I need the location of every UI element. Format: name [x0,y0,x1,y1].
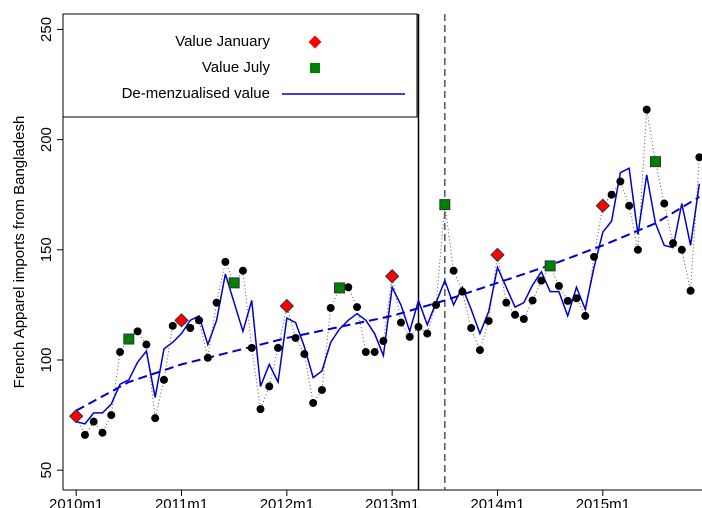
january-marker [595,198,611,213]
observed-point [80,430,89,439]
legend-marker [310,63,320,73]
observed-point [642,105,651,114]
series-line [75,167,701,425]
observed-point [677,245,686,254]
y-tick-label: 200 [38,127,55,152]
july-marker [228,277,240,289]
observed-point [89,417,98,426]
observed-point [151,414,160,423]
july-marker [544,260,556,272]
observed-point [695,153,702,162]
x-tick-label: 2014m1 [470,496,524,508]
x-tick-label: 2011m1 [155,496,208,508]
observed-point [554,281,563,290]
y-tick-label: 100 [38,347,55,372]
observed-point [607,190,616,199]
y-tick-label: 50 [38,462,55,479]
observed-point [449,266,458,275]
observed-line [75,109,700,436]
observed-point [423,329,432,338]
july-marker [649,156,661,168]
january-marker [384,269,400,284]
observed-point [414,322,423,331]
y-tick-label: 150 [38,237,55,262]
observed-point [370,348,379,357]
observed-point [484,316,493,325]
observed-point [458,287,467,296]
y-axis-label: French Apparel imports from Bangladesh [11,116,28,389]
observed-point [133,327,142,336]
observed-point [563,296,572,305]
observed-point [98,428,107,437]
legend-label: Value July [202,59,271,76]
observed-point [265,382,274,391]
observed-point [511,310,520,319]
observed-point [247,343,256,352]
observed-point [660,199,669,208]
observed-point [353,303,362,312]
observed-point [616,177,625,186]
observed-point [142,340,151,349]
january-marker [490,247,505,263]
observed-point [317,385,326,394]
observed-point [168,321,177,330]
january-marker [174,313,189,328]
legend-marker [308,35,322,49]
legend-label: De-menzualised value [122,85,270,102]
observed-point [686,286,695,295]
observed-point [590,252,599,261]
x-tick-label: 2010m1 [49,496,103,508]
observed-point [467,324,476,333]
x-tick-label: 2012m1 [260,496,314,508]
observed-point [537,276,546,285]
y-tick-label: 250 [38,17,55,42]
observed-point [572,294,581,303]
observed-point [405,332,414,341]
observed-point [502,298,511,307]
july-marker [123,333,135,345]
observed-point [212,298,221,307]
observed-point [475,346,484,355]
observed-point [396,318,405,327]
january-marker [279,298,295,314]
observed-point [256,405,265,414]
observed-point [300,350,309,359]
observed-point [379,337,388,346]
july-marker [333,282,345,294]
observed-point [195,316,204,325]
observed-point [291,333,300,342]
legend-label: Value January [175,33,270,50]
observed-point [274,343,283,352]
observed-point [309,398,318,407]
observed-point [203,353,212,362]
observed-point [221,257,230,266]
legend-box [62,13,418,118]
observed-point [116,348,125,357]
observed-point [669,239,678,248]
july-marker [439,199,451,211]
january-marker [68,408,84,424]
observed-point [238,266,247,275]
trend-line [75,196,700,412]
observed-point [107,411,116,420]
observed-point [361,348,370,357]
observed-point [159,375,168,384]
x-tick-label: 2015m1 [576,496,630,508]
observed-point [528,296,537,305]
observed-point [326,303,335,312]
observed-point [519,314,528,323]
observed-point [581,311,590,320]
observed-point [432,300,441,309]
observed-point [186,324,195,333]
observed-point [344,283,353,292]
x-tick-label: 2013m1 [365,496,419,508]
observed-point [625,201,634,210]
observed-point [633,245,642,254]
